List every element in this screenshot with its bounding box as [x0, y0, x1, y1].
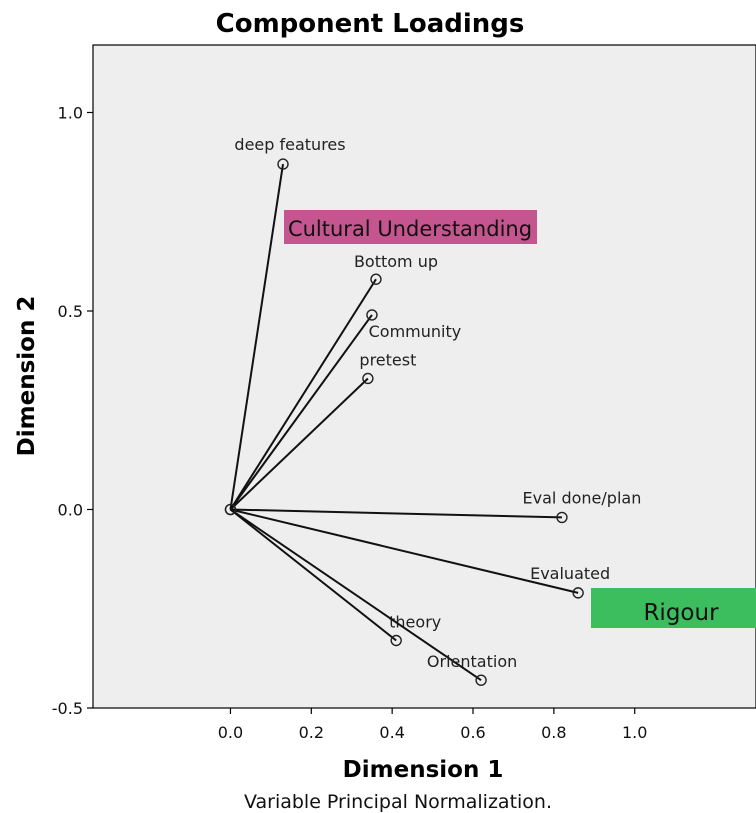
x-tick-label: 0.0 [218, 723, 243, 742]
loading-vectors: deep features Bottom up Community pretest Ev… [224, 135, 642, 686]
x-axis-title: Dimension 1 [343, 757, 504, 783]
vector-pretest [229, 377, 369, 511]
x-tick-label: 0.8 [541, 723, 566, 742]
point-bottom-up [370, 273, 382, 285]
point-community [366, 309, 378, 321]
y-axis-title: Dimension 2 [14, 296, 40, 457]
footnote: Variable Principal Normalization. [244, 791, 552, 813]
annotation-rigour-box [591, 588, 756, 628]
y-tick-label: 1.0 [58, 103, 83, 122]
label-community: Community [369, 322, 462, 341]
annotation-cultural-understanding-label: Cultural Understanding [288, 217, 532, 241]
x-tick-label: 0.2 [299, 723, 324, 742]
label-orientation: Orientation [427, 652, 517, 671]
point-pretest [362, 372, 374, 385]
point-orientation [475, 674, 487, 686]
label-deep-features: deep features [234, 135, 345, 154]
annotation-rigour: Rigour [591, 588, 756, 628]
point-eval-done-plan [556, 511, 568, 524]
origin-point [224, 503, 237, 516]
x-tick-label: 1.0 [622, 723, 647, 742]
vector-community [229, 314, 373, 511]
y-axis-ticks: -0.5 0.0 0.5 1.0 [52, 103, 93, 718]
point-deep-features [277, 158, 289, 170]
y-tick-label: -0.5 [52, 699, 83, 718]
vector-orientation [229, 508, 482, 682]
annotation-cultural-understanding-box [284, 210, 537, 244]
vector-theory [229, 508, 397, 642]
point-theory [390, 634, 402, 647]
label-pretest: pretest [359, 350, 416, 369]
chart-title: Component Loadings [216, 9, 525, 39]
point-evaluated [572, 587, 584, 599]
annotation-cultural-understanding: Cultural Understanding [284, 210, 537, 244]
label-bottom-up: Bottom up [354, 252, 438, 271]
vector-evaluated [230, 508, 579, 594]
y-tick-label: 0.5 [58, 302, 83, 321]
y-tick-label: 0.0 [58, 500, 83, 519]
x-axis-ticks: 0.0 0.2 0.4 0.6 0.8 1.0 [218, 708, 647, 742]
label-eval-done-plan: Eval done/plan [523, 488, 642, 507]
label-evaluated: Evaluated [530, 564, 610, 583]
vector-eval-done-plan [230, 508, 562, 519]
x-tick-label: 0.6 [460, 723, 485, 742]
vector-bottom-up [229, 278, 377, 511]
x-tick-label: 0.4 [379, 723, 404, 742]
vector-deep-features [229, 163, 284, 510]
annotation-rigour-label: Rigour [643, 600, 719, 626]
